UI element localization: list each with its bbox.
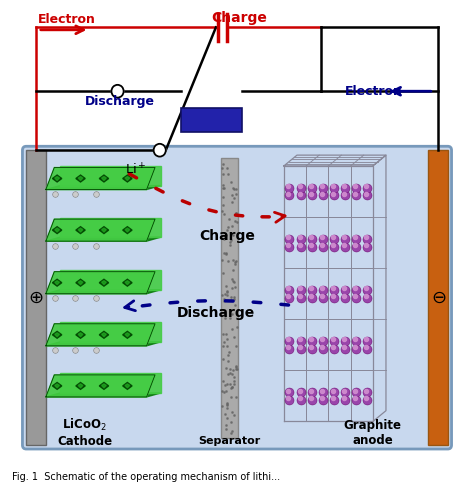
Polygon shape bbox=[53, 383, 62, 389]
Polygon shape bbox=[125, 228, 130, 232]
Polygon shape bbox=[76, 227, 85, 234]
Polygon shape bbox=[123, 383, 132, 389]
Text: Li$^+$: Li$^+$ bbox=[126, 162, 147, 177]
Polygon shape bbox=[101, 333, 106, 337]
Polygon shape bbox=[125, 384, 130, 388]
Polygon shape bbox=[46, 342, 161, 346]
Polygon shape bbox=[99, 331, 109, 338]
Polygon shape bbox=[125, 176, 130, 180]
Polygon shape bbox=[53, 331, 62, 338]
Circle shape bbox=[154, 144, 166, 157]
Polygon shape bbox=[60, 373, 161, 393]
Polygon shape bbox=[53, 279, 62, 286]
Text: Discharge: Discharge bbox=[177, 306, 255, 321]
Polygon shape bbox=[123, 175, 132, 182]
Bar bbox=[428, 150, 448, 445]
Polygon shape bbox=[46, 219, 155, 241]
Polygon shape bbox=[60, 270, 161, 290]
Text: LiCoO$_2$
Cathode: LiCoO$_2$ Cathode bbox=[57, 417, 112, 448]
Polygon shape bbox=[99, 279, 109, 286]
Text: $\oplus$: $\oplus$ bbox=[28, 289, 44, 307]
Polygon shape bbox=[99, 383, 109, 389]
Polygon shape bbox=[125, 281, 130, 285]
Polygon shape bbox=[46, 290, 161, 294]
Polygon shape bbox=[46, 167, 155, 189]
Bar bbox=[26, 150, 46, 445]
Polygon shape bbox=[46, 237, 161, 241]
Polygon shape bbox=[55, 384, 59, 388]
Text: Charge: Charge bbox=[211, 10, 267, 24]
Polygon shape bbox=[76, 383, 85, 389]
Polygon shape bbox=[99, 175, 109, 182]
Polygon shape bbox=[123, 279, 132, 286]
FancyBboxPatch shape bbox=[22, 146, 452, 449]
Polygon shape bbox=[78, 384, 83, 388]
Polygon shape bbox=[55, 333, 59, 337]
Polygon shape bbox=[60, 166, 161, 185]
Polygon shape bbox=[46, 272, 155, 294]
Bar bbox=[181, 108, 242, 132]
Polygon shape bbox=[78, 228, 83, 232]
Polygon shape bbox=[55, 281, 59, 285]
Polygon shape bbox=[53, 175, 62, 182]
Text: Separator: Separator bbox=[199, 436, 261, 446]
Polygon shape bbox=[78, 176, 83, 180]
Polygon shape bbox=[101, 176, 106, 180]
Polygon shape bbox=[123, 331, 132, 338]
Text: $\ominus$: $\ominus$ bbox=[431, 289, 446, 307]
Polygon shape bbox=[46, 185, 161, 189]
Polygon shape bbox=[55, 176, 59, 180]
Polygon shape bbox=[101, 384, 106, 388]
Text: Electron: Electron bbox=[345, 84, 402, 98]
Polygon shape bbox=[123, 227, 132, 234]
Polygon shape bbox=[53, 227, 62, 234]
Polygon shape bbox=[60, 322, 161, 342]
Polygon shape bbox=[46, 393, 161, 397]
Polygon shape bbox=[99, 227, 109, 234]
Text: Fig. 1  Schematic of the operating mechanism of lithi...: Fig. 1 Schematic of the operating mechan… bbox=[12, 472, 280, 482]
Polygon shape bbox=[101, 281, 106, 285]
Text: Electron: Electron bbox=[38, 13, 96, 26]
Polygon shape bbox=[46, 375, 155, 397]
Polygon shape bbox=[76, 331, 85, 338]
Polygon shape bbox=[101, 228, 106, 232]
Text: Charge: Charge bbox=[200, 229, 255, 243]
Circle shape bbox=[111, 85, 124, 97]
Polygon shape bbox=[55, 228, 59, 232]
Polygon shape bbox=[60, 218, 161, 237]
Text: Graphite
anode: Graphite anode bbox=[344, 419, 402, 447]
Text: Discharge: Discharge bbox=[85, 94, 155, 107]
Polygon shape bbox=[76, 175, 85, 182]
Polygon shape bbox=[125, 333, 130, 337]
Polygon shape bbox=[78, 281, 83, 285]
Polygon shape bbox=[78, 333, 83, 337]
Polygon shape bbox=[76, 279, 85, 286]
Polygon shape bbox=[46, 324, 155, 346]
Bar bbox=[220, 158, 238, 438]
